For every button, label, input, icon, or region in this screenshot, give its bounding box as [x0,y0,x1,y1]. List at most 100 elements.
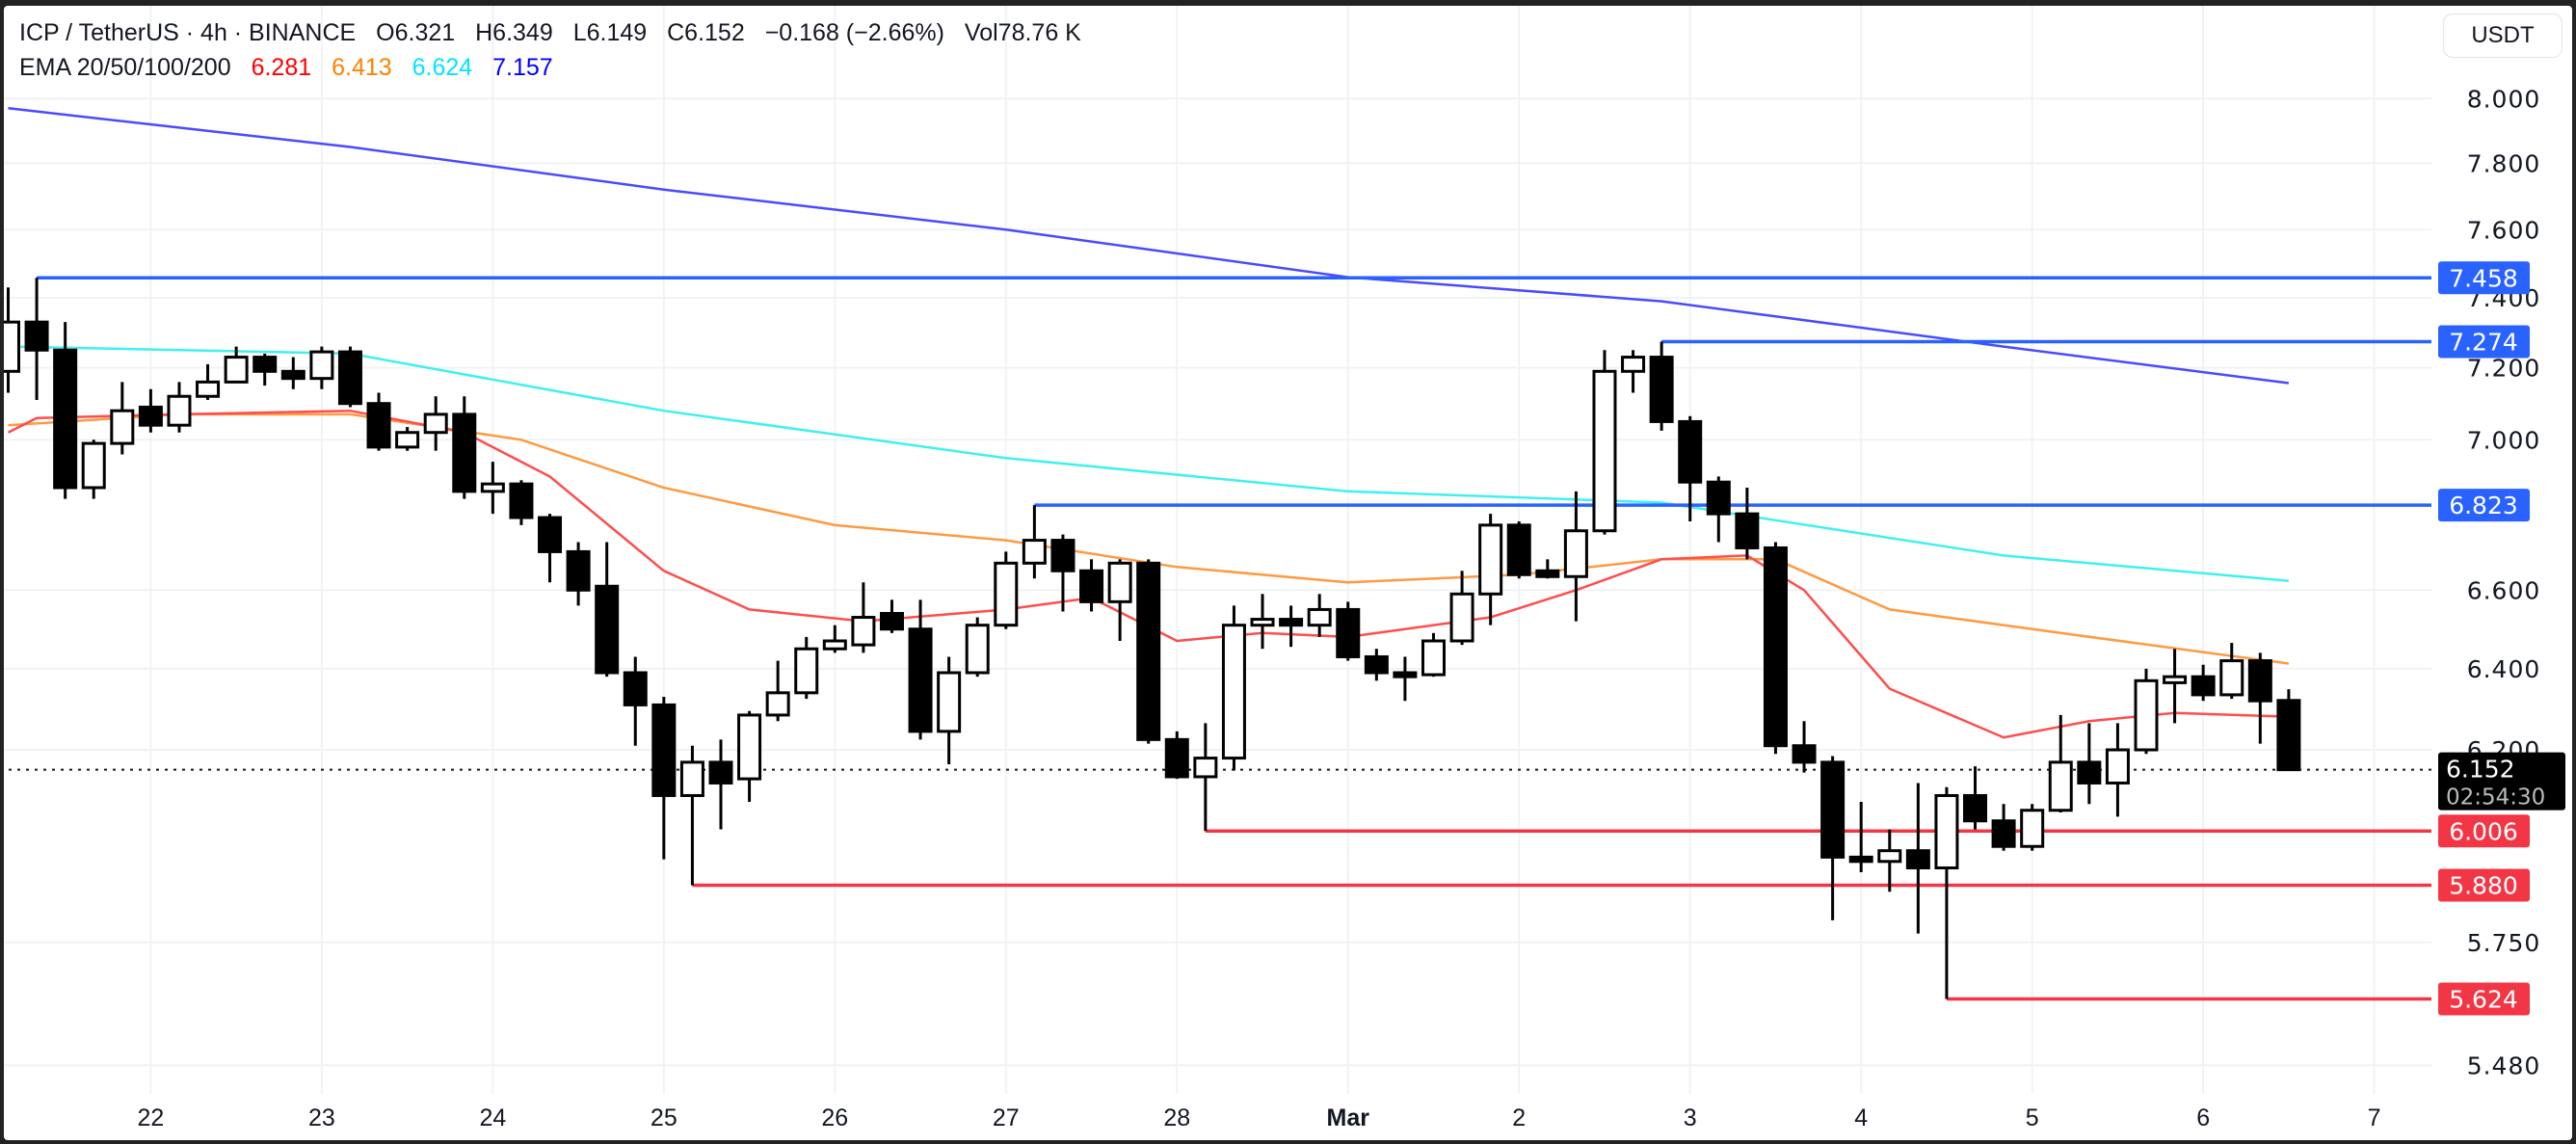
candle-bullish [994,561,1019,627]
candle-bearish [1706,480,1731,516]
y-tick-label: 6.600 [2467,576,2541,604]
candle-bearish [2276,699,2301,772]
candle-bearish [1848,855,1873,864]
candle-bullish [1193,757,1218,779]
candle-bullish [2163,675,2188,684]
candle-bearish [24,320,49,352]
candle-bullish [1934,793,1959,870]
candle-bullish [937,671,962,733]
resistance-price-label: 7.458 [2449,264,2518,292]
candle-bearish [2247,659,2272,703]
candle-bearish [1050,539,1076,572]
support-price-label: 5.880 [2449,872,2518,900]
candle-bearish [1763,545,1788,748]
resistance-price-label: 6.823 [2449,492,2518,519]
candle-bullish [1621,356,1646,373]
ema-line-ema100 [8,345,2290,582]
candle-bullish [423,412,448,435]
ema-line-ema200 [8,107,2290,385]
x-tick-label: 6 [2196,1104,2210,1131]
support-price-tag [2438,982,2530,1016]
candle-bullish [1563,529,1588,578]
support-price-label: 6.006 [2449,817,2518,845]
x-tick-label: 7 [2368,1104,2381,1131]
resistance-price-tag [2438,489,2530,522]
candle-bullish [2020,809,2045,848]
x-tick-label: 5 [2026,1104,2039,1131]
candlestick-chart[interactable]: 8.0007.8007.6007.4007.2007.0006.6006.400… [4,6,2572,1140]
candle-bullish [224,356,249,384]
candle-bullish [2134,678,2159,752]
candle-bearish [1279,618,1304,627]
ema-legend: EMA 20/50/100/200 6.281 6.413 6.624 7.15… [19,54,567,82]
candle-bullish [1877,849,1902,864]
high-value: H6.349 [475,19,553,46]
candle-bearish [1649,356,1674,423]
candle-bearish [1079,569,1104,603]
x-tick-label: 28 [1163,1104,1190,1131]
candle-bullish [2219,659,2244,697]
x-tick-label: 25 [651,1104,677,1131]
x-tick-label: 2 [1512,1104,1526,1131]
x-tick-label: 26 [821,1104,848,1131]
candle-bullish [1022,539,1047,565]
candle-bearish [1820,760,1846,859]
resistance-price-tag [2438,325,2530,359]
y-tick-label: 6.400 [2467,655,2541,683]
candle-bearish [509,482,534,519]
y-tick-label: 7.200 [2467,355,2541,383]
ema50-value: 6.413 [332,54,392,81]
candle-bullish [1307,607,1332,627]
candle-bearish [1905,849,1930,870]
candle-bullish [196,380,221,398]
candle-bullish [480,482,505,493]
y-tick-label: 7.000 [2467,426,2541,454]
resistance-price-label: 7.274 [2449,329,2518,357]
ema200-value: 7.157 [492,54,553,81]
x-tick-label: 3 [1684,1104,1697,1131]
candle-bearish [366,402,391,449]
candle-bearish [1393,671,1418,678]
open-value: O6.321 [376,19,456,46]
symbol-title: ICP / TetherUS · 4h · BINANCE [19,19,357,46]
y-tick-label: 7.600 [2467,216,2541,244]
candle-bullish [737,713,762,781]
currency-button[interactable]: USDT [2443,13,2563,58]
volume-value: Vol78.76 K [964,19,1081,46]
candle-bearish [452,412,477,493]
candle-bullish [851,616,876,647]
last-price-label: 6.152 [2446,756,2515,784]
candle-bearish [2077,760,2102,785]
x-tick-label: 22 [137,1104,164,1131]
candle-bearish [566,549,591,592]
candle-bullish [794,647,819,695]
x-tick-label: 4 [1854,1104,1868,1131]
candle-bearish [1735,512,1760,549]
candle-bearish [708,760,733,785]
candle-bullish [1592,369,1617,533]
candle-bullish [2048,760,2073,812]
candle-bullish [2105,748,2130,785]
ema20-value: 6.281 [251,54,312,81]
y-tick-label: 5.480 [2467,1051,2541,1079]
candle-bullish [1107,561,1132,603]
candle-bullish [309,350,334,381]
chart-window: 8.000 7.800 7.600 7.400 7.200 7.000 6.600 6.400… [4,6,2572,1140]
candle-bullish [4,320,20,373]
candle-bearish [2191,675,2216,697]
candle-bullish [822,639,847,651]
candle-bearish [53,348,78,490]
resistance-price-tag [2438,261,2530,295]
candle-bearish [908,627,933,733]
candle-bullish [1449,592,1474,643]
x-tick-label: 23 [308,1104,335,1131]
support-price-tag [2438,868,2530,902]
candle-bearish [1364,654,1389,675]
candle-bearish [1991,819,2016,848]
candle-bearish [1336,607,1361,658]
candle-bearish [1792,744,1817,764]
candle-bullish [765,691,790,717]
support-price-tag [2438,814,2530,848]
candle-bullish [1250,618,1275,627]
support-price-label: 5.624 [2449,986,2518,1014]
